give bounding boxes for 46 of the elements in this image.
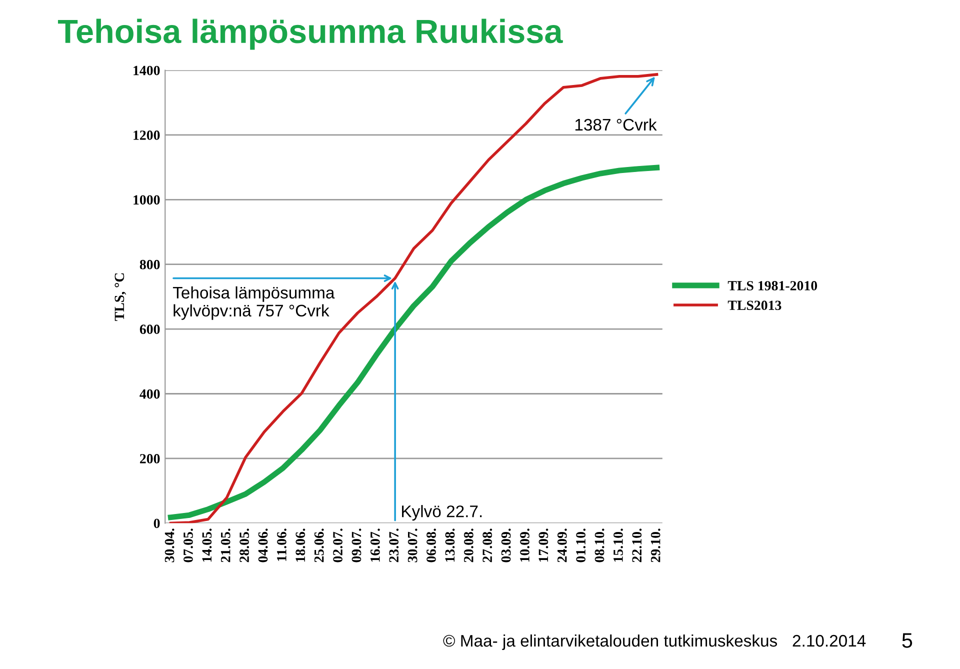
x-tick-label: 16.07. <box>370 528 380 562</box>
x-tick-label: 15.10. <box>614 528 623 562</box>
x-tick-label: 28.05. <box>240 528 250 562</box>
x-tick-label: 30.07. <box>408 528 418 562</box>
x-tick-label: 11.06. <box>277 528 286 561</box>
x-tick-label: 24.09. <box>557 528 567 562</box>
x-tick-label: 07.05. <box>184 528 193 562</box>
x-tick-label: 08.10. <box>594 528 604 562</box>
y-tick-label: 0 <box>154 518 160 528</box>
line-series <box>169 73 658 524</box>
y-tick-label: 1400 <box>134 66 160 76</box>
y-tick-label: 1000 <box>134 195 160 205</box>
x-tick-label: 20.08. <box>464 528 474 562</box>
x-tick-label: 09.07. <box>352 528 362 562</box>
x-tick-label: 29.10. <box>650 528 660 562</box>
y-tick-label: 800 <box>140 260 160 270</box>
x-tick-label: 13.08. <box>445 528 455 562</box>
x-tick-label: 18.06. <box>296 528 306 562</box>
y-tick-label: 600 <box>140 324 160 334</box>
y-axis-title: TLS, °C <box>114 273 126 321</box>
x-tick-label: 21.05. <box>220 528 230 562</box>
text: 5 <box>902 633 912 648</box>
annotation: Tehoisa lämpösumma kylvöpv:nä 757 °Cvrk <box>172 286 335 320</box>
x-tick-label: 25.06. <box>314 528 324 562</box>
x-tick-label: 17.09. <box>538 528 548 562</box>
x-tick-label: 01.10. <box>576 528 586 562</box>
y-tick-label: 200 <box>140 454 160 464</box>
text: 2.10.2014 <box>792 634 866 647</box>
x-tick-label: 06.08. <box>426 528 436 562</box>
y-tick-label: 400 <box>140 389 160 399</box>
annotation: 1387 °Cvrk <box>575 118 657 131</box>
x-tick-label: 04.06. <box>258 528 268 562</box>
x-tick-label: 27.08. <box>482 528 492 562</box>
x-tick-label: 10.09. <box>520 528 530 562</box>
x-tick-label: 14.05. <box>202 528 212 562</box>
y-tick-label: 1200 <box>134 130 160 140</box>
x-tick-label: 03.09. <box>501 528 511 562</box>
legend-label: TLS 1981-2010 <box>728 281 818 290</box>
legend-label: TLS2013 <box>728 300 782 310</box>
text: © Maa- ja elintarviketalouden tutkimuskeskus <box>443 634 778 650</box>
x-tick-label: 02.07. <box>333 528 343 562</box>
x-tick-label: 23.07. <box>389 528 399 562</box>
annotation: Kylvö 22.7. <box>402 505 482 521</box>
x-tick-label: 30.04. <box>164 528 174 562</box>
chart-title: Tehoisa lämpösumma Ruukissa <box>58 18 563 50</box>
x-tick-label: 22.10. <box>632 528 642 562</box>
